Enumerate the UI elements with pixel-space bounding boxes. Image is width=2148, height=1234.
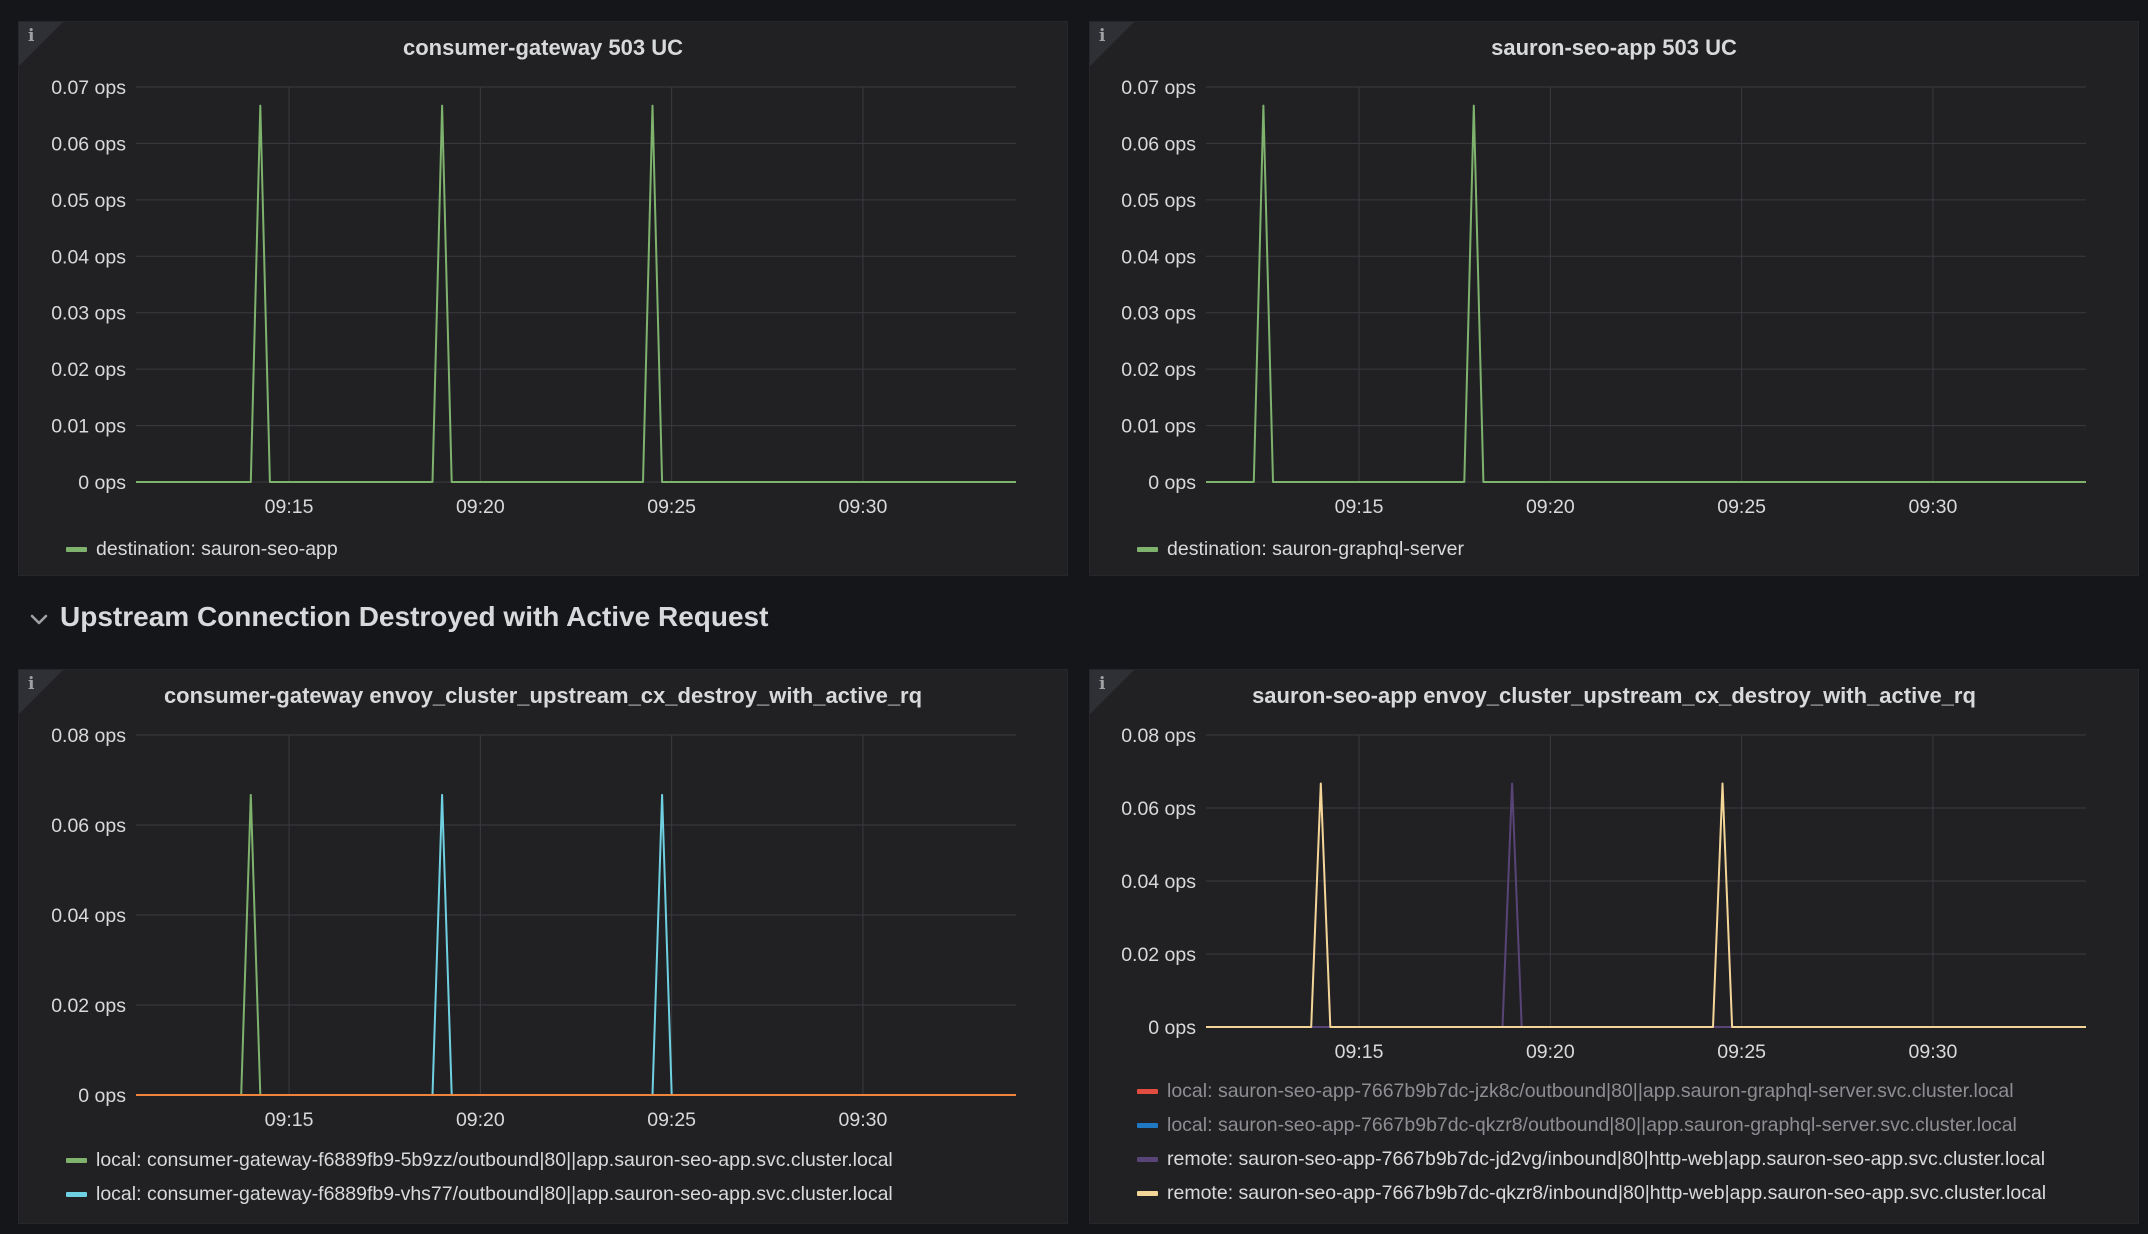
legend-item[interactable]: local: consumer-gateway-f6889fb9-vhs77/o… bbox=[66, 1177, 893, 1211]
legend-label: destination: sauron-seo-app bbox=[96, 537, 338, 560]
y-tick-label: 0 ops bbox=[1148, 472, 1196, 494]
y-tick-label: 0.05 ops bbox=[1121, 190, 1196, 212]
legend-item[interactable]: remote: sauron-seo-app-7667b9b7dc-qkzr8/… bbox=[1137, 1176, 2046, 1210]
x-tick-label: 09:20 bbox=[456, 1109, 505, 1131]
x-tick-label: 09:15 bbox=[1335, 496, 1384, 518]
y-tick-label: 0 ops bbox=[78, 1085, 126, 1107]
x-tick-label: 09:25 bbox=[1717, 496, 1766, 518]
legend-swatch bbox=[1137, 1122, 1158, 1128]
legend-swatch bbox=[1137, 1190, 1158, 1196]
legend-item[interactable]: destination: sauron-seo-app bbox=[66, 532, 338, 566]
y-tick-label: 0.06 ops bbox=[1121, 798, 1196, 820]
legend-swatch bbox=[66, 1157, 87, 1163]
x-tick-label: 09:15 bbox=[265, 496, 314, 518]
y-tick-label: 0.04 ops bbox=[51, 246, 126, 268]
panel-consumer-gateway-503-uc: i consumer-gateway 503 UC 0 ops 0.01 ops 0… bbox=[18, 21, 1068, 576]
y-tick-label: 0.08 ops bbox=[51, 725, 126, 747]
legend-swatch bbox=[1137, 546, 1158, 552]
legend-swatch bbox=[1137, 1156, 1158, 1162]
y-tick-label: 0 ops bbox=[78, 472, 126, 494]
panel-info-corner bbox=[19, 22, 63, 66]
legend-label: remote: sauron-seo-app-7667b9b7dc-jd2vg/… bbox=[1167, 1147, 2046, 1170]
legend-label: destination: sauron-graphql-server bbox=[1167, 537, 1464, 560]
panel-title[interactable]: consumer-gateway envoy_cluster_upstream_… bbox=[163, 683, 923, 708]
legend-label: local: sauron-seo-app-7667b9b7dc-qkzr8/o… bbox=[1167, 1113, 2017, 1136]
chart-legend: destination: sauron-graphql-server bbox=[1137, 532, 1464, 566]
legend-swatch bbox=[66, 1191, 87, 1197]
y-tick-label: 0.06 ops bbox=[51, 133, 126, 155]
x-tick-label: 09:30 bbox=[1909, 496, 1958, 518]
y-tick-label: 0.02 ops bbox=[51, 995, 126, 1017]
legend-swatch bbox=[66, 546, 87, 552]
x-tick-label: 09:30 bbox=[1909, 1041, 1958, 1063]
series-line[interactable] bbox=[136, 793, 1016, 1096]
legend-label: local: consumer-gateway-f6889fb9-5b9zz/o… bbox=[96, 1148, 893, 1171]
legend-item[interactable]: local: sauron-seo-app-7667b9b7dc-jzk8c/o… bbox=[1137, 1074, 2046, 1108]
x-tick-label: 09:15 bbox=[1335, 1041, 1384, 1063]
series-line[interactable] bbox=[1206, 104, 2086, 483]
y-tick-label: 0.05 ops bbox=[51, 190, 126, 212]
panel-info-corner bbox=[1090, 670, 1134, 714]
panel-sauron-seo-app-cx-destroy: i sauron-seo-app envoy_cluster_upstream_… bbox=[1089, 669, 2139, 1224]
legend-label: local: sauron-seo-app-7667b9b7dc-jzk8c/o… bbox=[1167, 1079, 2014, 1102]
row-title: Upstream Connection Destroyed with Activ… bbox=[60, 601, 769, 632]
series-line[interactable] bbox=[1206, 782, 2086, 1028]
x-tick-label: 09:15 bbox=[265, 1109, 314, 1131]
chevron-down-icon[interactable] bbox=[28, 609, 50, 631]
y-tick-label: 0.07 ops bbox=[51, 77, 126, 99]
y-tick-label: 0.07 ops bbox=[1121, 77, 1196, 99]
y-tick-label: 0.04 ops bbox=[1121, 871, 1196, 893]
series-line[interactable] bbox=[136, 104, 1016, 483]
y-tick-label: 0.08 ops bbox=[1121, 725, 1196, 747]
panel-info-corner bbox=[19, 670, 63, 714]
info-icon[interactable]: i bbox=[1099, 26, 1106, 46]
chart-legend: local: consumer-gateway-f6889fb9-5b9zz/o… bbox=[66, 1143, 893, 1211]
series-line[interactable] bbox=[136, 793, 1016, 1096]
chart-plot: 0 ops 0.01 ops 0.02 ops 0.03 ops 0.04 ops 0.0… bbox=[1121, 77, 2086, 518]
legend-item[interactable]: destination: sauron-graphql-server bbox=[1137, 532, 1464, 566]
x-tick-label: 09:25 bbox=[1717, 1041, 1766, 1063]
y-tick-label: 0.02 ops bbox=[51, 359, 126, 381]
legend-label: remote: sauron-seo-app-7667b9b7dc-qkzr8/… bbox=[1167, 1181, 2047, 1204]
legend-swatch bbox=[1137, 1088, 1158, 1094]
panel-consumer-gateway-cx-destroy: i consumer-gateway envoy_cluster_upstrea… bbox=[18, 669, 1068, 1224]
y-tick-label: 0 ops bbox=[1148, 1017, 1196, 1039]
chart-plot: 0 ops 0.02 ops 0.04 ops 0.06 ops 0.08 ops 09:… bbox=[51, 725, 1016, 1131]
y-tick-label: 0.03 ops bbox=[1121, 303, 1196, 325]
y-tick-label: 0.04 ops bbox=[1121, 246, 1196, 268]
y-tick-label: 0.03 ops bbox=[51, 303, 126, 325]
info-icon[interactable]: i bbox=[28, 674, 35, 694]
legend-item[interactable]: local: consumer-gateway-f6889fb9-5b9zz/o… bbox=[66, 1143, 893, 1177]
series-line[interactable] bbox=[1206, 782, 2086, 1028]
info-icon[interactable]: i bbox=[28, 26, 35, 46]
panel-title[interactable]: consumer-gateway 503 UC bbox=[403, 35, 683, 60]
legend-item[interactable]: local: sauron-seo-app-7667b9b7dc-qkzr8/o… bbox=[1137, 1108, 2046, 1142]
row-header-upstream-connection[interactable]: Upstream Connection Destroyed with Activ… bbox=[28, 601, 768, 633]
legend-item[interactable]: remote: sauron-seo-app-7667b9b7dc-jd2vg/… bbox=[1137, 1142, 2046, 1176]
info-icon[interactable]: i bbox=[1099, 674, 1106, 694]
chart-legend: destination: sauron-seo-app bbox=[66, 532, 338, 566]
y-tick-label: 0.06 ops bbox=[51, 815, 126, 837]
x-tick-label: 09:20 bbox=[456, 496, 505, 518]
legend-label: local: consumer-gateway-f6889fb9-vhs77/o… bbox=[96, 1182, 893, 1205]
y-tick-label: 0.01 ops bbox=[1121, 416, 1196, 438]
panel-info-corner bbox=[1090, 22, 1134, 66]
panel-sauron-seo-app-503-uc: i sauron-seo-app 503 UC 0 ops 0.01 ops 0.0… bbox=[1089, 21, 2139, 576]
panel-title[interactable]: sauron-seo-app envoy_cluster_upstream_cx… bbox=[1252, 683, 1976, 708]
y-tick-label: 0.02 ops bbox=[1121, 944, 1196, 966]
x-tick-label: 09:25 bbox=[647, 496, 696, 518]
x-tick-label: 09:25 bbox=[647, 1109, 696, 1131]
panel-title[interactable]: sauron-seo-app 503 UC bbox=[1491, 35, 1737, 60]
chart-plot: 0 ops 0.01 ops 0.02 ops 0.03 ops 0.04 ops 0.0… bbox=[51, 77, 1016, 518]
chart-plot: 0 ops 0.02 ops 0.04 ops 0.06 ops 0.08 ops 09:… bbox=[1121, 725, 2086, 1063]
x-tick-label: 09:30 bbox=[839, 1109, 888, 1131]
y-tick-label: 0.01 ops bbox=[51, 416, 126, 438]
x-tick-label: 09:20 bbox=[1526, 1041, 1575, 1063]
chart-legend: local: sauron-seo-app-7667b9b7dc-jzk8c/o… bbox=[1137, 1074, 2046, 1210]
x-tick-label: 09:20 bbox=[1526, 496, 1575, 518]
x-tick-label: 09:30 bbox=[839, 496, 888, 518]
y-tick-label: 0.02 ops bbox=[1121, 359, 1196, 381]
y-tick-label: 0.06 ops bbox=[1121, 133, 1196, 155]
y-tick-label: 0.04 ops bbox=[51, 905, 126, 927]
